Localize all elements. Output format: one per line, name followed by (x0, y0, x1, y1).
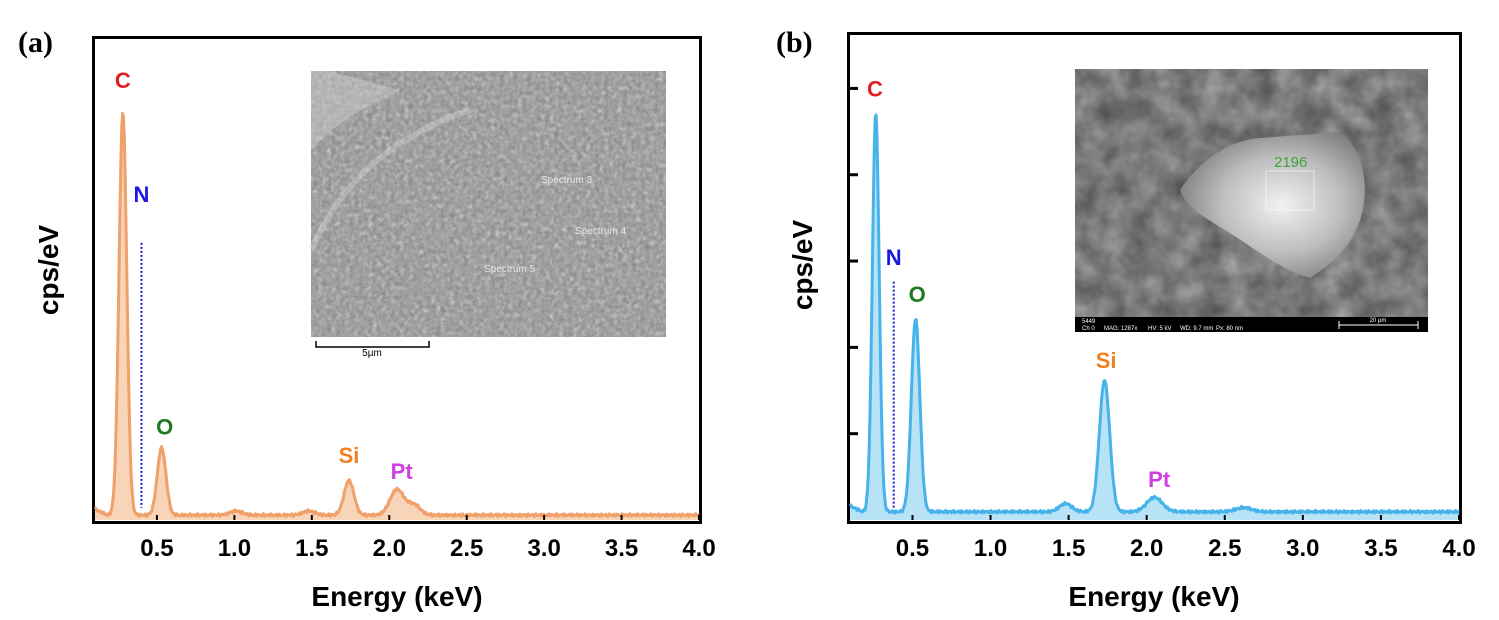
peak-label-n: N (886, 245, 902, 270)
peak-label-si: Si (339, 443, 360, 468)
peak-label-c: C (867, 77, 883, 102)
panel-a-plot-frame (92, 36, 702, 524)
panel-a-x-ticks: 0.5 1.0 1.5 2.0 2.5 3.0 3.5 4.0 (140, 515, 716, 562)
panel-b-sem-inset: 2196 5449 Ch 0 MAG: 1287x HV: 5 kV WD: 9… (1075, 69, 1428, 332)
panel-b-sem-roi-box (1265, 170, 1315, 211)
panel-a-plot-area (93, 111, 700, 521)
panel-b-sem-marker-label: 2196 (1274, 154, 1307, 171)
panel-a-sem-scale-bar (315, 341, 430, 348)
x-tick-label: 2.0 (373, 535, 406, 562)
spectrum-line (848, 113, 1460, 515)
panel-b: (b) 0.5 1.0 1.5 2.0 2.5 3.0 3.5 4.0 C NO Si Pt Ene… (776, 26, 1476, 612)
x-tick-label: 3.0 (527, 535, 560, 562)
panel-b-sem-particle (1180, 132, 1365, 278)
spectrum-line (93, 111, 700, 518)
panel-b-x-axis-title: Energy (keV) (1068, 581, 1239, 612)
panel-a-y-axis-title: cps/eV (33, 225, 64, 316)
panel-b-sem-info-px: Px: 80 nm (1216, 326, 1243, 332)
x-tick-label: 1.0 (974, 535, 1007, 562)
panel-b-sem-scale-label: 20 µm (1370, 318, 1387, 324)
x-tick-label: 2.5 (450, 535, 483, 562)
panel-a: (a) 0.5 1.0 1.5 2.0 2.5 3.0 3.5 4.0 C N O Si Pt Ene… (18, 26, 716, 612)
panel-b-sem-info-mag: MAG: 1287x (1104, 326, 1137, 332)
panel-b-y-axis-title: cps/eV (787, 220, 818, 311)
panel-b-sem-info-bar (1075, 317, 1428, 332)
panel-b-sem-info-hv: HV: 5 kV (1148, 326, 1171, 332)
panel-a-sem-ridge (311, 71, 400, 150)
x-tick-label: 1.0 (218, 535, 251, 562)
panel-b-plot-area (848, 113, 1460, 520)
panel-b-y-ticks (850, 86, 858, 436)
panel-a-peak-labels: C N O Si Pt (115, 68, 413, 484)
x-tick-label: 3.0 (1286, 535, 1319, 562)
x-tick-label: 3.5 (605, 535, 638, 562)
x-tick-label: 1.5 (1052, 535, 1085, 562)
panel-a-sem-scale-label: 5µm (362, 348, 382, 359)
peak-label-pt: Pt (1148, 467, 1171, 492)
panel-a-sem-spectrum4: Spectrum 4 (575, 226, 627, 237)
x-tick-label: 4.0 (1442, 535, 1475, 562)
peak-label-o: O (909, 282, 926, 307)
panel-a-label: (a) (18, 26, 53, 59)
peak-label-pt: Pt (391, 459, 414, 484)
panel-a-sem-spectrum5: Spectrum 5 (484, 264, 536, 275)
panel-a-sem-spectrum3: Spectrum 3 (541, 175, 593, 186)
panel-b-label: (b) (776, 26, 813, 59)
peak-label-si: Si (1096, 348, 1117, 373)
panel-a-sem-inset: Spectrum 3 Spectrum 4 Spectrum 5 5µm (308, 71, 666, 359)
x-tick-label: 3.5 (1364, 535, 1397, 562)
peak-label-c: C (115, 68, 131, 93)
panel-b-sem-info-wd: WD: 9.7 mm (1180, 326, 1213, 332)
x-tick-label: 2.5 (1208, 535, 1241, 562)
panel-b-x-ticks: 0.5 1.0 1.5 2.0 2.5 3.0 3.5 4.0 (896, 515, 1476, 562)
panel-b-sem-info-ch: Ch 0 (1082, 326, 1095, 332)
panel-b-peak-labels: C NO Si Pt (867, 77, 1171, 492)
peak-label-o: O (156, 414, 173, 439)
panel-b-plot-frame (847, 32, 1462, 524)
panel-a-sem-ridge-line (308, 107, 471, 252)
panel-b-sem-info-id: 5449 (1082, 319, 1096, 325)
x-tick-label: 0.5 (896, 535, 929, 562)
panel-a-x-axis-title: Energy (keV) (311, 581, 482, 612)
x-tick-label: 2.0 (1130, 535, 1163, 562)
peak-label-n: N (134, 182, 150, 207)
x-tick-label: 4.0 (682, 535, 715, 562)
spectrum-fill (850, 114, 1459, 520)
x-tick-label: 1.5 (295, 535, 328, 562)
panel-a-sem-texture (311, 71, 666, 337)
x-tick-label: 0.5 (140, 535, 173, 562)
